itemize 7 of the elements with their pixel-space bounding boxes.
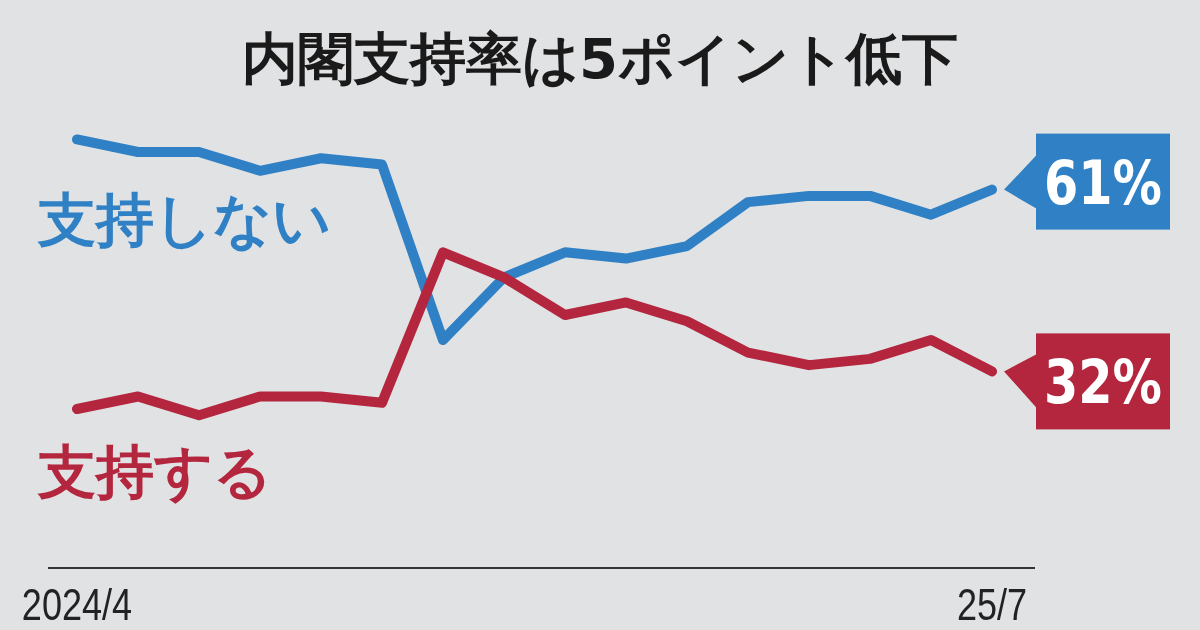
data-label: 32% [1044,347,1188,418]
x-tick-label: 25/7 [956,580,1028,630]
chart-title: 内閣支持率は5ポイント低下 [242,26,958,91]
data-label: 61% [1044,147,1188,218]
series-label: 支持する [37,438,272,506]
x-tick-label: 2024/4 [21,580,133,630]
series-label: 支持しない [37,186,331,254]
